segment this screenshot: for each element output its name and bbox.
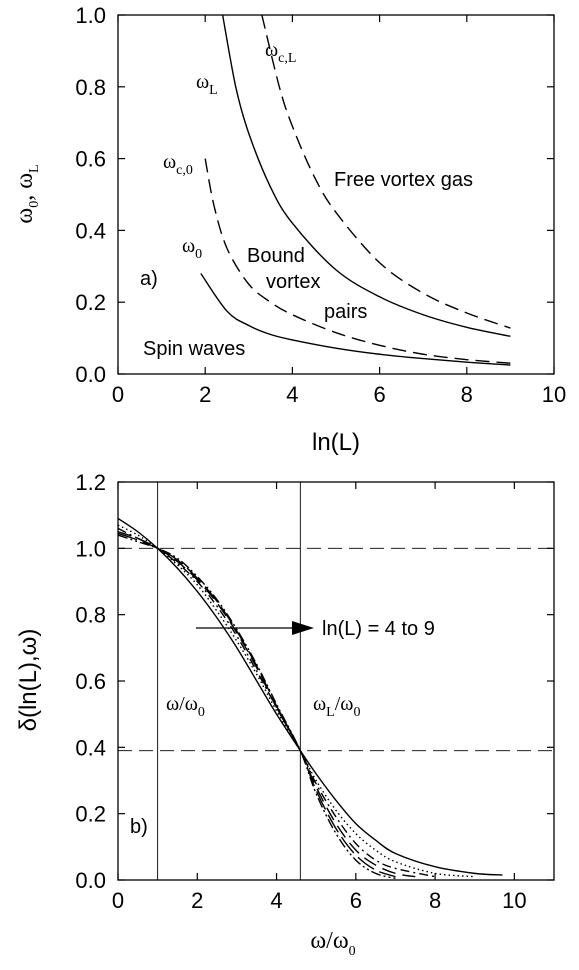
ylabel-omega0-main: ω <box>12 208 38 224</box>
annot-omega-cL: ωc,L <box>265 39 296 66</box>
panel-b-curves <box>117 517 503 880</box>
panel-a-xtick-label: 8 <box>461 382 473 407</box>
panel-a-ytick-label: 0.6 <box>75 147 106 172</box>
panel-a-ylabel: ω0, ωL <box>12 164 42 223</box>
annot-vortex: vortex <box>266 271 320 293</box>
panel-b-label: b) <box>130 816 148 838</box>
panel-a-xtick-label: 6 <box>373 382 385 407</box>
panel-a-ytick-label: 0.4 <box>75 218 106 243</box>
panel-a-ytick-label: 0.8 <box>75 75 106 100</box>
panel-b: 0 2 4 6 8 10 0.0 0.2 0.4 0.6 0.8 1.0 1.2 ω/ω0 δ(ln(L… <box>15 470 555 959</box>
annot-omega0: ω0 <box>182 235 202 262</box>
panel-b-ytick-label: 0.8 <box>75 603 106 628</box>
panel-a-curve-0 <box>200 273 511 366</box>
panel-b-xlabel: ω/ω0 <box>310 928 355 959</box>
panel-b-ytick-label: 1.0 <box>75 536 106 561</box>
panel-a-ticks: 0 2 4 6 8 10 0.0 0.2 0.4 0.6 0.8 1.0 <box>75 3 566 407</box>
panel-b-frame <box>117 481 555 881</box>
panel-b-curve-3 <box>117 531 416 878</box>
family-arrow-head <box>292 621 314 635</box>
panel-a-ytick-label: 0.0 <box>75 362 106 387</box>
panel-a-curve-3 <box>261 14 511 329</box>
panel-b-ytick-label: 0.4 <box>75 735 106 760</box>
panel-b-ytick-label: 1.2 <box>75 470 106 495</box>
panel-a-xtick-label: 10 <box>542 382 566 407</box>
annot-spin-waves: Spin waves <box>143 338 245 360</box>
panel-b-curve-5 <box>117 534 396 880</box>
panel-a: 0 2 4 6 8 10 0.0 0.2 0.4 0.6 0.8 1.0 ln(L) ω0, ωL a… <box>12 3 566 456</box>
panel-b-ticks: 0 2 4 6 8 10 0.0 0.2 0.4 0.6 0.8 1.0 1.2 <box>75 470 554 913</box>
panel-b-ytick-label: 0.6 <box>75 669 106 694</box>
panel-b-curve-4 <box>117 532 396 878</box>
panel-a-ytick-label: 0.2 <box>75 290 106 315</box>
panel-b-xtick-label: 10 <box>502 888 526 913</box>
panel-b-curve-1 <box>117 524 475 878</box>
panel-b-xtick-label: 0 <box>112 888 124 913</box>
panel-b-ylabel: δ(ln(L),ω) <box>15 629 42 732</box>
panel-a-curve-2 <box>221 14 511 337</box>
annot-pairs: pairs <box>324 301 367 323</box>
ylabel-omegaL-main: ω <box>12 173 38 189</box>
panel-b-xtick-label: 2 <box>191 888 203 913</box>
panel-b-ytick-label: 0.0 <box>75 868 106 893</box>
panel-a-frame <box>117 14 555 375</box>
panel-a-label: a) <box>140 268 158 290</box>
panel-b-reference-lines <box>118 482 554 880</box>
panel-b-ytick-label: 0.2 <box>75 802 106 827</box>
annot-omegaL: ωL <box>196 71 218 98</box>
panel-a-xtick-label: 2 <box>199 382 211 407</box>
ylabel-omegaL-sub: L <box>27 164 42 173</box>
ylabel-omega0-sub: 0 <box>27 201 42 208</box>
annot-family-label: ln(L) = 4 to 9 <box>322 618 435 640</box>
annot-bound: Bound <box>247 245 305 267</box>
panel-a-curve-1 <box>204 158 511 364</box>
panel-b-xtick-label: 4 <box>270 888 282 913</box>
panel-b-curve-0 <box>117 517 503 876</box>
panel-a-xlabel: ln(L) <box>312 429 360 456</box>
annot-omegaL-over-omega0: ωL/ω0 <box>313 693 360 720</box>
panel-a-xtick-label: 0 <box>112 382 124 407</box>
annot-omega-over-omega0: ω/ω0 <box>166 693 205 720</box>
panel-a-ytick-label: 1.0 <box>75 3 106 28</box>
family-arrow <box>196 621 314 635</box>
panel-b-xtick-label: 6 <box>350 888 362 913</box>
panel-a-curves <box>200 14 511 366</box>
annot-free-vortex-gas: Free vortex gas <box>334 169 473 191</box>
annot-omega-c0: ωc,0 <box>163 151 193 178</box>
panel-b-xtick-label: 8 <box>429 888 441 913</box>
panel-a-xtick-label: 4 <box>286 382 298 407</box>
